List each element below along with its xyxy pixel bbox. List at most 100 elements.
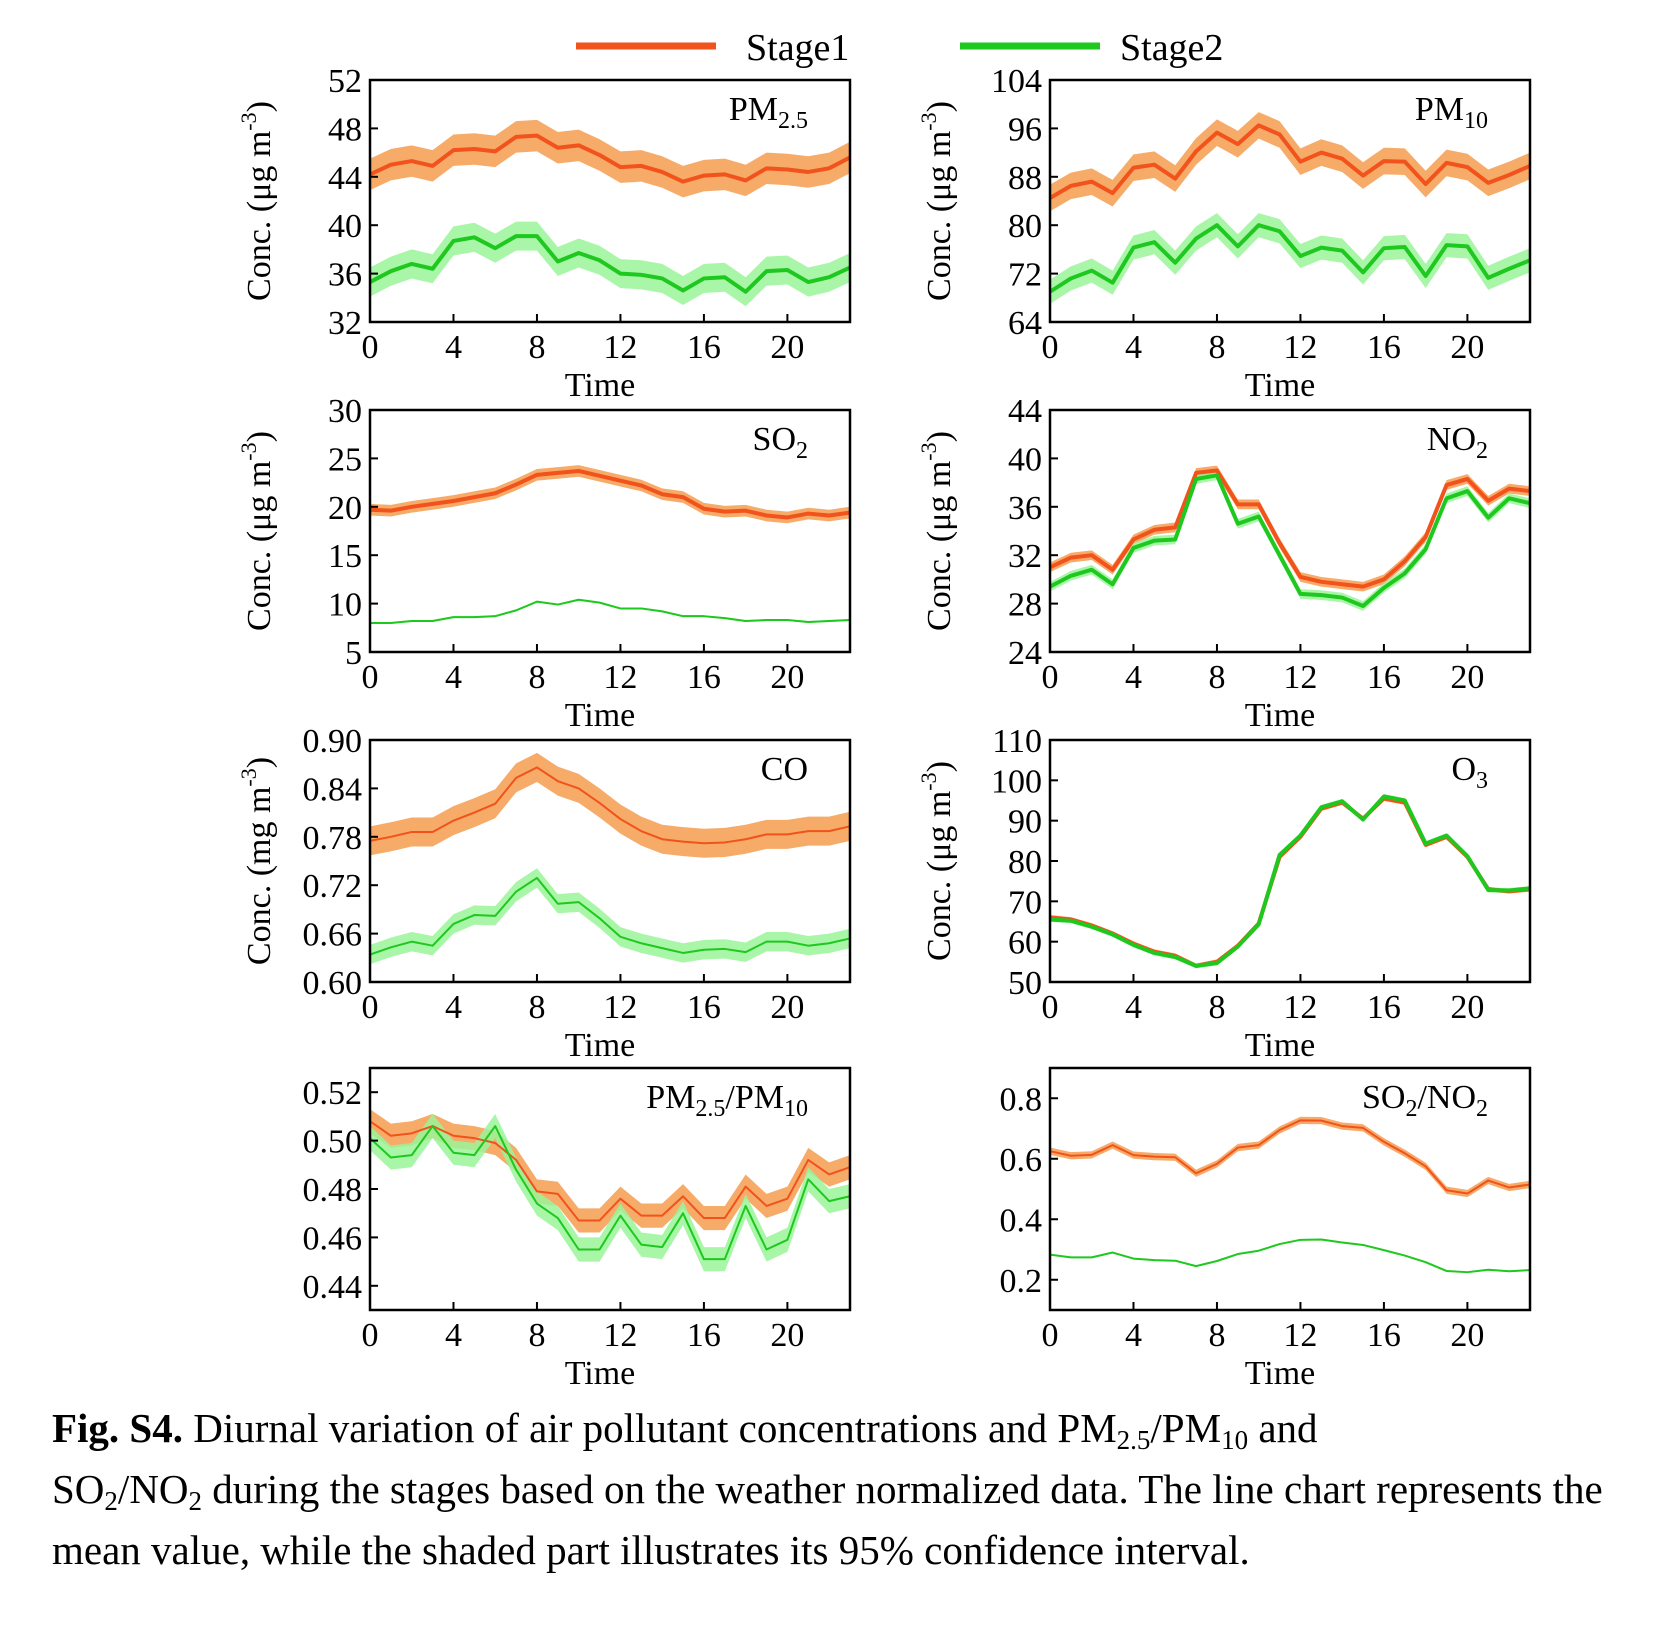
x-axis-label: Time (1245, 697, 1316, 734)
x-axis-label: Time (565, 1355, 636, 1392)
y-tick-label: 80 (1008, 844, 1042, 881)
series-line-stage1 (369, 133, 851, 184)
series-line-stage1 (1049, 468, 1531, 589)
x-tick-label: 16 (687, 659, 721, 696)
y-tick-label: 0.2 (1000, 1263, 1043, 1300)
caption-text-2: /PM (1150, 1405, 1222, 1451)
ci-band-stage1 (1050, 796, 1530, 969)
y-tick-label: 0.48 (303, 1172, 363, 1209)
legend-label-stage2: Stage2 (1120, 27, 1223, 69)
y-axis-label: Conc. (μg m-3) (916, 761, 958, 961)
y-tick-label: 0.4 (1000, 1202, 1043, 1239)
y-tick-label: 44 (1008, 393, 1042, 430)
x-tick-label: 16 (1367, 659, 1401, 696)
y-tick-label: 20 (328, 490, 362, 527)
caption-text-5: /NO (117, 1466, 189, 1512)
y-tick-label: 0.50 (303, 1124, 363, 1161)
y-axis-label: Conc. (μg m-3) (916, 101, 958, 301)
x-tick-label: 16 (1367, 1317, 1401, 1354)
plot-frame (368, 738, 852, 984)
x-tick-label: 16 (687, 329, 721, 366)
x-tick-label: 8 (528, 659, 545, 696)
y-tick-label: 96 (1008, 111, 1042, 148)
x-tick-label: 4 (1125, 659, 1142, 696)
y-tick-label: 5 (345, 635, 362, 672)
y-tick-label: 50 (1008, 965, 1042, 1002)
y-tick-label: 64 (1008, 305, 1042, 342)
series-line-stage1 (1048, 123, 1531, 200)
ci-band-stage1 (1050, 112, 1530, 212)
x-axis-label: Time (1245, 1355, 1316, 1392)
x-tick-label: 20 (1450, 329, 1484, 366)
panel-3: 0 4 8 12 16 20 5 10 15 20 25 30 Time Conc. (μg m-3) SO… (236, 393, 852, 734)
series-line-stage2 (1049, 794, 1531, 968)
panel-title: PM2.5/PM10 (646, 1079, 808, 1122)
panel-title: PM2.5 (729, 91, 808, 134)
ci-band-stage1 (1050, 1116, 1530, 1198)
x-tick-label: 0 (362, 329, 379, 366)
x-tick-label: 0 (1042, 1317, 1059, 1354)
x-tick-label: 8 (528, 329, 545, 366)
x-tick-label: 4 (445, 329, 462, 366)
caption-label: Fig. S4. (52, 1405, 183, 1451)
y-tick-label: 40 (328, 208, 362, 245)
x-tick-label: 8 (1208, 1317, 1225, 1354)
x-tick-label: 0 (362, 1317, 379, 1354)
panel-title: SO2 (753, 421, 808, 464)
y-tick-label: 28 (1008, 587, 1042, 624)
x-tick-label: 20 (770, 989, 804, 1026)
ci-band-stage2 (370, 868, 850, 965)
x-tick-label: 16 (687, 1317, 721, 1354)
y-tick-label: 52 (328, 63, 362, 100)
panel-4: 0 4 8 12 16 20 24 28 32 36 40 44 Time Conc. (μg m-3) N… (916, 393, 1532, 734)
y-tick-label: 0.90 (303, 723, 363, 760)
x-tick-label: 12 (603, 659, 637, 696)
legend-label-stage1: Stage1 (746, 27, 849, 69)
x-tick-label: 20 (770, 659, 804, 696)
ci-band-stage2 (1050, 213, 1530, 304)
x-tick-label: 0 (1042, 989, 1059, 1026)
y-axis-label: Conc. (μg m-3) (236, 431, 278, 631)
series-line-stage2 (369, 876, 851, 956)
y-tick-label: 25 (328, 441, 362, 478)
panel-7: 0 4 8 12 16 20 0.44 0.46 0.48 0.50 0.52 Time PM2.5/P… (303, 1066, 852, 1392)
ci-band-stage1 (370, 752, 850, 858)
y-tick-label: 15 (328, 538, 362, 575)
x-tick-label: 20 (1450, 989, 1484, 1026)
series-line-stage1 (369, 1120, 851, 1222)
x-tick-label: 16 (687, 989, 721, 1026)
ci-band-stage1 (370, 465, 850, 524)
y-tick-label: 80 (1008, 208, 1042, 245)
series-line-stage2 (369, 234, 851, 294)
caption-text-6: during the stages based on the weather n… (52, 1466, 1603, 1573)
x-tick-label: 8 (1208, 329, 1225, 366)
x-axis-label: Time (565, 1027, 636, 1064)
y-tick-label: 60 (1008, 925, 1042, 962)
y-tick-label: 40 (1008, 441, 1042, 478)
y-tick-label: 24 (1008, 635, 1042, 672)
x-tick-label: 12 (1283, 989, 1317, 1026)
x-tick-label: 12 (1283, 1317, 1317, 1354)
y-tick-label: 30 (328, 393, 362, 430)
ci-band-stage2 (370, 1113, 850, 1272)
ci-band-stage1 (1050, 465, 1530, 592)
panel-title: O3 (1451, 751, 1488, 794)
x-tick-label: 20 (1450, 1317, 1484, 1354)
caption-text-3: and (1248, 1405, 1318, 1451)
ci-band-stage1 (370, 119, 850, 198)
figure: Stage1 Stage2 0 4 8 12 16 20323640444852TimeC… (236, 27, 1532, 1392)
x-axis-label: Time (1245, 1027, 1316, 1064)
caption-sub-1: 2.5 (1116, 1425, 1151, 1455)
panel-title: PM10 (1415, 91, 1488, 134)
x-tick-label: 0 (362, 989, 379, 1026)
y-tick-label: 32 (1008, 538, 1042, 575)
panel-8: 0 4 8 12 16 20 0.2 0.4 0.6 0.8 Time SO2/NO2 (1000, 1066, 1532, 1392)
caption-sub-4: 2 (188, 1486, 203, 1516)
x-axis-label: Time (565, 697, 636, 734)
x-tick-label: 4 (445, 989, 462, 1026)
x-tick-label: 0 (1042, 659, 1059, 696)
y-tick-label: 36 (1008, 490, 1042, 527)
y-tick-label: 0.66 (303, 917, 363, 954)
x-tick-label: 8 (528, 989, 545, 1026)
